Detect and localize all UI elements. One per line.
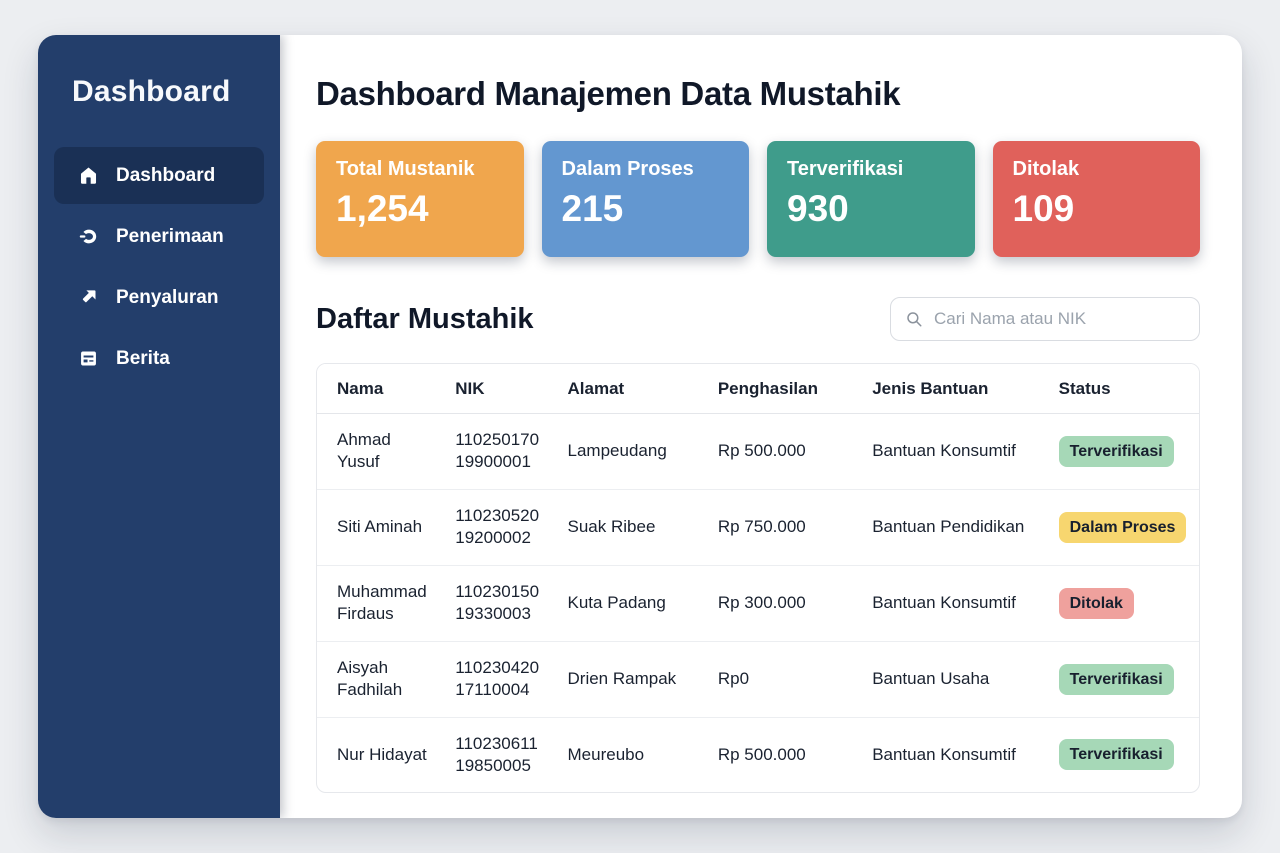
cell-penghasilan: Rp0	[697, 641, 853, 718]
cell-status: Terverifikasi	[1039, 717, 1199, 792]
table-row: Ahmad Yusuf 11025017019900001 Lampeudang Rp…	[317, 413, 1199, 490]
search-box[interactable]	[890, 297, 1200, 341]
stat-cards: Total Mustanik 1,254 Dalam Proses 215 Te…	[316, 141, 1200, 257]
status-badge: Terverifikasi	[1058, 435, 1174, 467]
cell-alamat: Drien Rampak	[547, 641, 698, 718]
cell-jenis-bantuan: Bantuan Pendidikan	[852, 489, 1039, 566]
stat-label: Total Mustanik	[336, 158, 475, 180]
status-badge: Ditolak	[1058, 587, 1134, 619]
mustahik-table: Nama NIK Alamat Penghasilan Jenis Bantua…	[317, 364, 1199, 792]
stat-card-dalam-proses: Dalam Proses 215	[541, 141, 749, 257]
list-section-header: Daftar Mustahik	[316, 297, 1200, 341]
stat-value: 215	[561, 188, 624, 229]
table-row: Aisyah Fadhilah 11023042017110004 Drien Ra…	[317, 641, 1199, 718]
section-title: Daftar Mustahik	[316, 302, 534, 335]
home-icon	[78, 165, 99, 186]
column-header-alamat: Alamat	[547, 364, 698, 414]
column-header-jenis-bantuan: Jenis Bantuan	[852, 364, 1039, 414]
cell-penghasilan: Rp 750.000	[697, 489, 853, 566]
stat-card-total-mustanik: Total Mustanik 1,254	[316, 141, 524, 257]
news-icon	[78, 348, 99, 369]
sidebar-item-label: Berita	[116, 347, 170, 369]
status-badge: Terverifikasi	[1058, 739, 1174, 771]
sidebar-title: Dashboard	[72, 75, 231, 108]
app-window: Dashboard Dashboard Penerimaan Penyalura…	[38, 35, 1242, 818]
cell-penghasilan: Rp 500.000	[717, 744, 806, 764]
stat-value: 109	[1012, 188, 1075, 229]
table-header: Nama NIK Alamat Penghasilan Jenis Bantua…	[317, 364, 1199, 414]
column-header-nama: Nama	[317, 364, 436, 414]
cell-status: Terverifikasi	[1038, 641, 1199, 718]
sidebar-item-label: Dashboard	[116, 164, 216, 186]
cell-nik: 11023061119850005	[455, 733, 538, 775]
cell-nik: 11023015019330003	[435, 565, 548, 642]
cell-penghasilan: Rp 500.000	[697, 413, 853, 490]
column-header-penghasilan: Penghasilan	[697, 364, 853, 414]
stat-card-terverifikasi: Terverifikasi 930	[767, 141, 975, 257]
sidebar-nav: Dashboard Penerimaan Penyaluran Berita	[54, 147, 264, 387]
cell-status: Dalam Proses	[1038, 489, 1199, 566]
cell-nama: Muhammad Firdaus	[317, 565, 436, 642]
cell-alamat: Kuta Padang	[547, 565, 698, 642]
stat-label: Terverifikasi	[787, 158, 904, 180]
cell-nama: Aisyah Fadhilah	[317, 641, 436, 718]
cell-jenis-bantuan: Bantuan Konsumtif	[852, 413, 1039, 490]
sidebar-item-penyaluran[interactable]: Penyaluran	[54, 269, 264, 326]
sidebar-item-penerimaan[interactable]: Penerimaan	[54, 208, 264, 265]
main-content: Dashboard Manajemen Data Mustahik Total …	[280, 35, 1242, 818]
sidebar-item-label: Penyaluran	[116, 286, 219, 308]
table-row: Muhammad Firdaus 11023015019330003 Kuta Pa…	[317, 565, 1199, 642]
cell-penghasilan: Rp 300.000	[697, 565, 853, 642]
cell-nama: Siti Aminah	[317, 489, 436, 566]
cell-nik: 11023042017110004	[435, 641, 548, 718]
stat-card-ditolak: Ditolak 109	[992, 141, 1200, 257]
cell-alamat: Suak Ribee	[547, 489, 698, 566]
mustahik-table-container: Nama NIK Alamat Penghasilan Jenis Bantua…	[316, 363, 1200, 794]
cell-nama: Nur Hidayat	[337, 744, 427, 764]
table-row: Siti Aminah 11023052019200002 Suak Ribee Rp…	[317, 489, 1199, 566]
status-badge: Terverifikasi	[1058, 663, 1174, 695]
table-row: Nur Hidayat 11023061119850005 Meureubo Rp 5…	[317, 717, 1199, 792]
cell-status: Ditolak	[1038, 565, 1199, 642]
cell-jenis-bantuan: Bantuan Konsumtif	[852, 565, 1039, 642]
stat-value: 1,254	[336, 188, 429, 229]
column-header-status: Status	[1038, 364, 1199, 414]
receive-icon	[78, 226, 99, 247]
cell-alamat: Meureubo	[567, 744, 645, 764]
cell-nik: 11023052019200002	[435, 489, 548, 566]
status-badge: Dalam Proses	[1058, 511, 1187, 543]
search-input[interactable]	[932, 308, 1185, 330]
stat-label: Dalam Proses	[561, 158, 694, 180]
table-body: Ahmad Yusuf 11025017019900001 Lampeudang Rp…	[317, 413, 1199, 793]
sidebar-item-dashboard[interactable]: Dashboard	[54, 147, 264, 204]
cell-status: Terverifikasi	[1038, 413, 1199, 490]
cell-nik: 11025017019900001	[435, 413, 548, 490]
stat-value: 930	[787, 188, 849, 229]
search-icon	[905, 310, 923, 328]
sidebar-item-label: Penerimaan	[116, 225, 224, 247]
cell-jenis-bantuan: Bantuan Konsumtif	[872, 744, 1016, 764]
page-title: Dashboard Manajemen Data Mustahik	[316, 75, 901, 112]
cell-nama: Ahmad Yusuf	[317, 413, 436, 490]
distribute-icon	[78, 287, 99, 308]
sidebar-item-berita[interactable]: Berita	[54, 330, 264, 387]
cell-jenis-bantuan: Bantuan Usaha	[852, 641, 1039, 718]
sidebar: Dashboard Dashboard Penerimaan Penyalura…	[38, 35, 280, 818]
stat-label: Ditolak	[1012, 158, 1080, 180]
column-header-nik: NIK	[435, 364, 548, 414]
cell-alamat: Lampeudang	[547, 413, 698, 490]
